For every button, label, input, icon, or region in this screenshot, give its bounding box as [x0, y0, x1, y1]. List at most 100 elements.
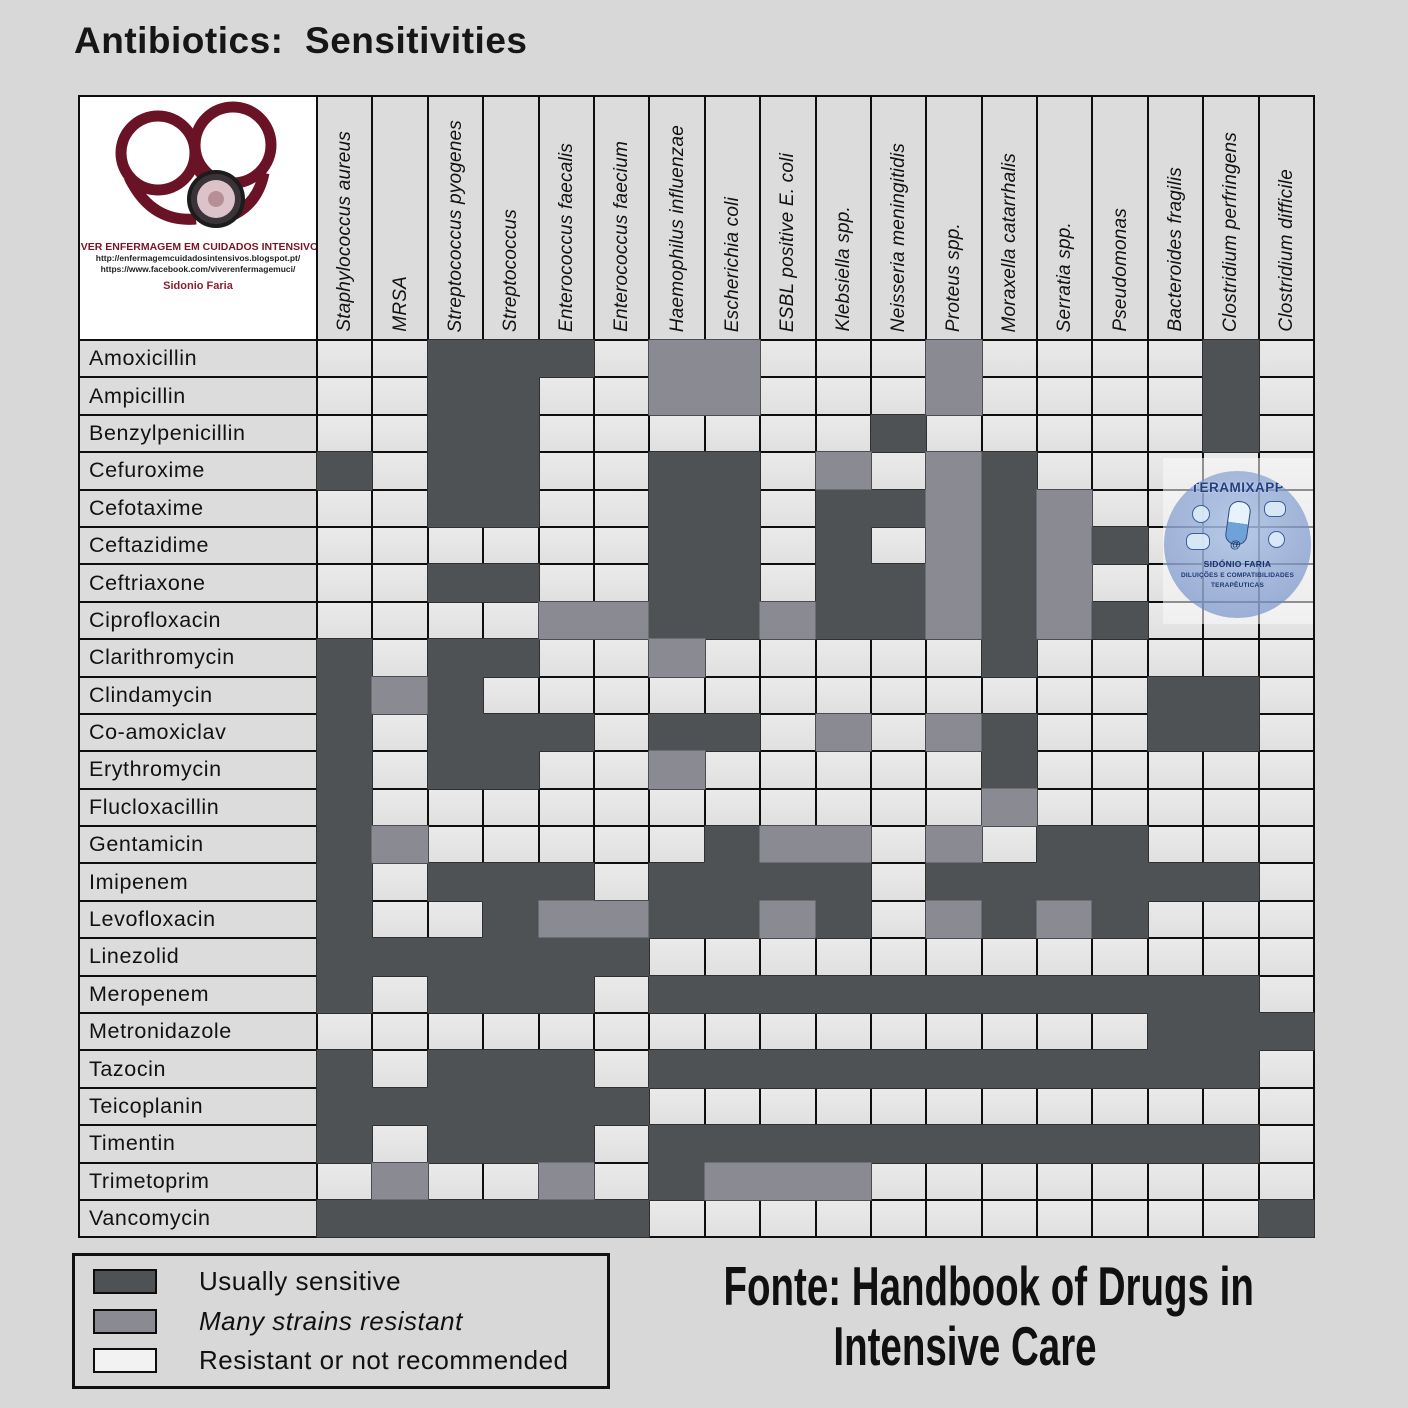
sensitivity-cell: [871, 1126, 926, 1162]
legend: Usually sensitive Many strains resistant…: [72, 1253, 610, 1389]
column-header: Klebsiella spp.: [816, 97, 870, 339]
sensitivity-cell: [1038, 677, 1092, 713]
sensitivity-cell: [761, 1200, 815, 1237]
sensitivity-cell: [1093, 1163, 1147, 1199]
sensitivity-cell: [1204, 1088, 1258, 1125]
sensitivity-cell: [871, 789, 926, 826]
column-header: Serratia spp.: [1038, 97, 1092, 339]
sensitivity-cell: [539, 565, 593, 601]
sensitivity-cell: [1204, 1051, 1258, 1087]
sensitivity-cell: [650, 378, 704, 414]
sensitivity-cell: [816, 864, 870, 900]
sensitivity-cell: [594, 864, 649, 900]
sensitivity-cell: [816, 640, 870, 676]
sensitivity-cell: [428, 939, 483, 975]
sensitivity-cell: [816, 378, 870, 414]
sensitivity-cell: [428, 752, 483, 788]
sensitivity-cell: [539, 1088, 593, 1125]
sensitivity-cell: [705, 1051, 760, 1087]
sensitivity-cell: [650, 677, 704, 713]
sensitivity-cell: [594, 1200, 649, 1237]
sensitivity-cell: [428, 1088, 483, 1125]
sensitivity-cell: [705, 1126, 760, 1162]
row-label: Cefotaxime: [80, 490, 316, 526]
sensitivity-cell: [761, 527, 815, 564]
sensitivity-cell: [373, 565, 427, 601]
sensitivity-cell: [484, 527, 538, 564]
sensitivity-cell: [871, 939, 926, 975]
row-label: Erythromycin: [80, 752, 316, 788]
sensitivity-cell: [927, 714, 981, 751]
column-header: Streptococcus: [484, 97, 538, 339]
sensitivity-cell: [1259, 565, 1314, 601]
sensitivity-cell: [816, 490, 870, 526]
sensitivity-cell: [594, 640, 649, 676]
sensitivity-cell: [761, 901, 815, 938]
sensitivity-cell: [318, 1126, 372, 1162]
sensitivity-cell: [594, 453, 649, 489]
sensitivity-cell: [650, 827, 704, 863]
sensitivity-cell: [761, 789, 815, 826]
sensitivity-cell: [318, 1200, 372, 1237]
brand-logo-cell: VIVER ENFERMAGEM EM CUIDADOS INTENSIVOS …: [80, 97, 316, 339]
sensitivity-cell: [1038, 415, 1092, 452]
sensitivity-cell: [927, 976, 981, 1013]
sensitivity-cell: [318, 527, 372, 564]
sensitivity-cell: [982, 341, 1037, 377]
sensitivity-cell: [373, 789, 427, 826]
sensitivity-cell: [1259, 901, 1314, 938]
sensitivity-cell: [594, 677, 649, 713]
sensitivity-cell: [539, 640, 593, 676]
sensitivity-cell: [927, 1014, 981, 1050]
sensitivity-cell: [1148, 1014, 1203, 1050]
sensitivity-cell: [1093, 1051, 1147, 1087]
sensitivity-cell: [761, 976, 815, 1013]
sensitivity-cell: [982, 1088, 1037, 1125]
sensitivity-cell: [982, 378, 1037, 414]
sensitivity-cell: [594, 939, 649, 975]
sensitivity-cell: [1148, 677, 1203, 713]
sensitivity-cell: [428, 490, 483, 526]
sensitivity-cell: [1204, 714, 1258, 751]
sensitivity-cell: [982, 453, 1037, 489]
sensitivity-cell: [927, 864, 981, 900]
sensitivity-cell: [1204, 490, 1258, 526]
sensitivity-cell: [428, 677, 483, 713]
sensitivity-cell: [1259, 864, 1314, 900]
sensitivity-cell: [1038, 752, 1092, 788]
sensitivity-cell: [539, 827, 593, 863]
sensitivity-cell: [927, 378, 981, 414]
sensitivity-cell: [1259, 752, 1314, 788]
sensitivity-cell: [816, 1163, 870, 1199]
sensitivity-cell: [1204, 565, 1258, 601]
legend-swatch-many-resistant: [93, 1308, 157, 1334]
sensitivity-cell: [539, 1051, 593, 1087]
sensitivity-cell: [1038, 714, 1092, 751]
sensitivity-cell: [1038, 976, 1092, 1013]
sensitivity-cell: [1038, 1200, 1092, 1237]
sensitivity-cell: [484, 453, 538, 489]
column-header: Neisseria meningitidis: [871, 97, 926, 339]
row-label: Meropenem: [80, 976, 316, 1013]
sensitivity-cell: [982, 565, 1037, 601]
sensitivity-cell: [650, 752, 704, 788]
sensitivity-cell: [318, 752, 372, 788]
sensitivity-cell: [705, 640, 760, 676]
sensitivity-cell: [761, 453, 815, 489]
sensitivity-cell: [1204, 341, 1258, 377]
sensitivity-cell: [927, 1126, 981, 1162]
sensitivity-cell: [816, 453, 870, 489]
sensitivity-cell: [705, 453, 760, 489]
sensitivity-cell: [650, 789, 704, 826]
sensitivity-cell: [871, 341, 926, 377]
sensitivity-cell: [594, 490, 649, 526]
sensitivity-cell: [1204, 1126, 1258, 1162]
sensitivity-cell: [373, 1014, 427, 1050]
sensitivity-cell: [982, 714, 1037, 751]
sensitivity-cell: [484, 1126, 538, 1162]
sensitivity-cell: [1093, 490, 1147, 526]
sensitivity-cell: [650, 453, 704, 489]
sensitivity-cell: [594, 378, 649, 414]
sensitivity-cell: [1148, 901, 1203, 938]
